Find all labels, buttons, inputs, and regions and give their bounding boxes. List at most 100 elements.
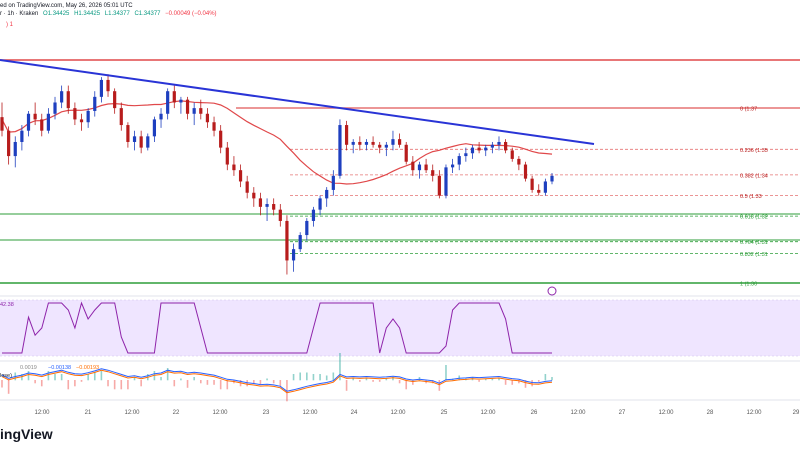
macd-histogram-bar	[478, 380, 480, 382]
macd-signal-line	[1, 369, 553, 394]
candle-body	[391, 139, 395, 145]
tradingview-watermark: ingView	[0, 426, 53, 442]
macd-histogram-bar	[21, 374, 23, 381]
candle-body	[60, 91, 64, 103]
event-marker-icon	[547, 286, 557, 296]
macd-histogram-bar	[431, 380, 434, 384]
candle-body	[464, 153, 468, 157]
candle-body	[358, 141, 362, 145]
time-axis-label: 12:00	[480, 410, 496, 416]
macd-histogram-bar	[531, 380, 533, 387]
candle-body	[73, 108, 77, 120]
candle-body	[384, 144, 388, 148]
macd-histogram-bar	[504, 380, 507, 385]
candle-body	[272, 204, 276, 210]
candle-body	[199, 108, 203, 114]
candle-body	[371, 141, 375, 145]
candle-body	[146, 136, 150, 148]
time-axis-label: 21	[85, 410, 92, 416]
high-value: H1.34425	[74, 11, 101, 17]
candle-body	[79, 119, 84, 123]
fib-label: 0 (1.37	[740, 107, 757, 113]
rsi-value-label: 42.38	[0, 302, 14, 308]
time-axis-label: 24	[351, 410, 358, 416]
candle-body	[298, 235, 302, 250]
macd-histogram-bar	[378, 380, 381, 382]
candle-body	[444, 167, 448, 196]
candle-body	[517, 158, 521, 165]
candle-body	[139, 136, 143, 148]
candle-body	[331, 175, 335, 190]
candle-body	[152, 119, 157, 137]
fib-label: 0.832 (1.31	[740, 252, 768, 258]
change-value: −0.00049 (−0.04%)	[165, 11, 217, 17]
candle-body	[431, 170, 435, 176]
macd-histogram-bar	[306, 372, 308, 381]
macd-histogram-bar	[511, 380, 514, 385]
open-value: O1.34425	[43, 11, 70, 17]
moving-average-line	[1, 100, 553, 185]
candle-body	[424, 164, 428, 171]
candle-body	[7, 130, 11, 157]
macd-histogram-bar	[140, 380, 142, 387]
macd-histogram-bar	[352, 378, 355, 381]
candle-body	[205, 113, 210, 123]
candle-body	[550, 175, 554, 182]
candle-body	[106, 79, 110, 92]
macd-histogram-bar	[74, 380, 76, 387]
time-axis-label: 25	[441, 410, 448, 416]
candle-body	[245, 181, 249, 193]
candle-body	[451, 164, 455, 168]
candle-body	[99, 79, 103, 97]
macd-histogram-bar	[87, 374, 89, 381]
candle-body	[113, 91, 117, 109]
candle-body	[278, 209, 282, 221]
candle-body	[510, 150, 514, 159]
fib-label: 0.382 (1.34	[740, 173, 768, 179]
macd-histogram-bar	[173, 380, 176, 387]
macd-histogram-bar	[518, 380, 520, 384]
time-axis-label: 22	[173, 410, 180, 416]
candle-body	[484, 147, 488, 151]
candle-body	[305, 220, 309, 236]
candle-body	[457, 156, 461, 165]
macd-histogram-bar	[186, 380, 189, 388]
macd-histogram-bar	[60, 374, 63, 381]
macd-histogram-bar	[180, 378, 182, 381]
candle-body	[219, 130, 223, 148]
macd-histogram-bar	[524, 380, 527, 388]
macd-histogram-bar	[418, 377, 421, 381]
fib-label: 1 (1.30	[740, 282, 757, 288]
candle-body	[26, 113, 31, 131]
macd-value-label: −0.00193	[76, 365, 99, 371]
candle-body	[172, 91, 176, 103]
pair-info: r · 1h · Kraken	[0, 11, 39, 17]
candle-body	[66, 91, 70, 109]
time-axis-label: 29	[793, 410, 800, 416]
macd-histogram-bar	[345, 380, 348, 391]
macd-value-label: −0.00138	[48, 365, 71, 371]
macd-histogram-bar	[193, 377, 195, 381]
candle-body	[126, 125, 130, 142]
candle-body	[338, 125, 342, 176]
macd-histogram-bar	[445, 365, 447, 381]
macd-value-label: 0.0019	[20, 365, 37, 371]
macd-histogram-bar	[319, 374, 321, 381]
candle-body	[40, 119, 44, 131]
macd-histogram-bar	[272, 380, 275, 384]
candle-body	[497, 141, 501, 145]
candle-body	[364, 141, 369, 145]
macd-histogram-bar	[199, 380, 202, 384]
macd-histogram-bar	[339, 353, 341, 381]
macd-histogram-bar	[266, 378, 268, 381]
macd-histogram-bar	[7, 380, 10, 394]
macd-histogram-bar	[372, 380, 374, 382]
macd-histogram-bar	[551, 377, 553, 381]
macd-histogram-bar	[213, 380, 215, 385]
candle-body	[318, 198, 322, 210]
candle-body	[185, 99, 190, 114]
candle-body	[86, 110, 90, 123]
macd-histogram-bar	[312, 374, 315, 381]
candle-body	[225, 147, 229, 165]
